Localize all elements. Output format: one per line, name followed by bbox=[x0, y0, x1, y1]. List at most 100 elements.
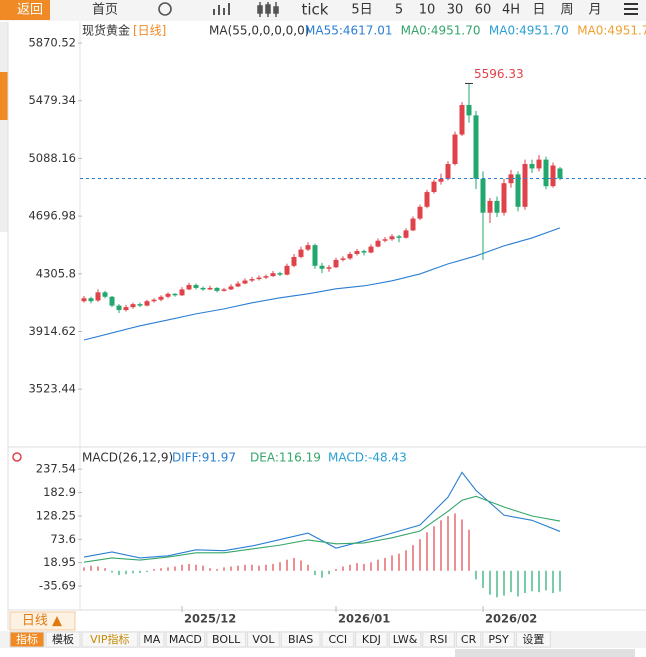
candle-body bbox=[256, 277, 262, 280]
period-tab[interactable]: 60 bbox=[475, 3, 492, 18]
candle-body bbox=[102, 292, 108, 297]
indicator-tab[interactable] bbox=[515, 631, 551, 648]
period-tab[interactable]: 5日 bbox=[351, 3, 372, 18]
period-label[interactable]: 日线 ▲ bbox=[22, 614, 62, 629]
indicator-tab[interactable] bbox=[455, 631, 482, 648]
indicator-tab-label[interactable]: 模板 bbox=[52, 632, 74, 646]
indicator-tab[interactable] bbox=[81, 631, 139, 648]
back-button[interactable] bbox=[0, 0, 50, 20]
candle-body bbox=[298, 249, 304, 257]
period-tab[interactable]: 10 bbox=[419, 3, 436, 18]
candle-body bbox=[396, 236, 402, 238]
period-tab[interactable]: 4H bbox=[502, 3, 520, 18]
candle-body bbox=[158, 296, 164, 300]
tick-label[interactable]: tick bbox=[302, 1, 329, 19]
indicator-tab[interactable] bbox=[9, 631, 45, 648]
period-tab[interactable]: 月 bbox=[588, 3, 601, 18]
indicator-tab[interactable] bbox=[321, 631, 355, 648]
candle-body bbox=[347, 254, 353, 259]
candle-body bbox=[312, 245, 318, 266]
indicator-tab[interactable] bbox=[280, 631, 321, 648]
y-tick-label: 4305.8 bbox=[36, 266, 76, 280]
candle-body bbox=[144, 301, 150, 306]
indicator-tab-label[interactable]: PSY bbox=[488, 633, 509, 646]
y-tick-label: 73.6 bbox=[50, 532, 76, 546]
indicator-tab[interactable] bbox=[482, 631, 515, 648]
chart-subtitle: [日线] bbox=[133, 24, 166, 38]
candle-icon[interactable] bbox=[257, 2, 279, 17]
candle-body bbox=[557, 168, 563, 179]
y-tick-label: 3914.62 bbox=[28, 324, 76, 338]
indicator-tab-label[interactable]: BOLL bbox=[212, 633, 241, 646]
candle-body bbox=[88, 298, 94, 302]
x-tick-label: 2026/02 bbox=[485, 612, 537, 626]
x-tick-label: 2026/01 bbox=[338, 612, 390, 626]
refresh-icon[interactable] bbox=[158, 2, 172, 16]
candle-body bbox=[263, 276, 269, 278]
indicator-tab-label[interactable]: KDJ bbox=[362, 633, 381, 646]
indicator-tab-label[interactable]: 设置 bbox=[522, 633, 544, 646]
indicator-tab[interactable] bbox=[139, 631, 165, 648]
period-tab[interactable]: 周 bbox=[560, 3, 573, 18]
candle-body bbox=[242, 280, 248, 284]
indicator-tab-label[interactable]: 指标 bbox=[16, 632, 38, 646]
home-label[interactable]: 首页 bbox=[92, 3, 118, 18]
scroll-bar[interactable] bbox=[455, 649, 635, 657]
candle-body bbox=[536, 159, 542, 169]
candle-body bbox=[165, 293, 171, 297]
candle-body bbox=[249, 279, 255, 281]
candle-body bbox=[214, 287, 220, 291]
indicator-tab[interactable] bbox=[165, 631, 206, 648]
candle-body bbox=[333, 259, 339, 268]
period-button[interactable] bbox=[9, 611, 76, 631]
indicator-tab[interactable] bbox=[45, 631, 81, 648]
period-tab[interactable]: 5 bbox=[395, 3, 403, 18]
indicator-tab[interactable] bbox=[206, 631, 247, 648]
indicator-tab-label[interactable]: VIP指标 bbox=[90, 632, 129, 646]
side-tabs[interactable] bbox=[0, 22, 8, 232]
candle-body bbox=[235, 283, 241, 287]
candle-body bbox=[361, 251, 367, 253]
indicator-tab-label[interactable]: RSI bbox=[430, 633, 448, 646]
candle-body bbox=[515, 174, 521, 207]
legend-entry: MACD:-48.43 bbox=[328, 451, 407, 465]
candle-body bbox=[95, 292, 101, 301]
candle-body bbox=[431, 181, 437, 193]
x-tick-label: 2025/12 bbox=[184, 612, 236, 626]
candle-body bbox=[186, 284, 192, 290]
indicator-tab-label[interactable]: VOL bbox=[252, 633, 275, 646]
settings-icon[interactable] bbox=[12, 452, 22, 462]
menu-icon[interactable] bbox=[624, 3, 638, 15]
indicator-tab-label[interactable]: CCI bbox=[328, 633, 347, 646]
indicator-line bbox=[83, 227, 561, 341]
candle-body bbox=[480, 178, 486, 213]
period-tab[interactable]: 日 bbox=[532, 3, 545, 18]
candle-body bbox=[305, 245, 311, 250]
indicator-tab[interactable] bbox=[422, 631, 455, 648]
indicator-tab-label[interactable]: MACD bbox=[169, 633, 202, 646]
side-tab-active[interactable] bbox=[0, 72, 8, 120]
indicator-tab-label[interactable]: MA bbox=[143, 633, 160, 646]
indicator-tab-label[interactable]: LW& bbox=[393, 633, 418, 646]
candle-body bbox=[529, 164, 535, 169]
indicator-tab[interactable] bbox=[247, 631, 280, 648]
indicator-tab[interactable] bbox=[355, 631, 388, 648]
indicator-tab[interactable] bbox=[388, 631, 422, 648]
candle-body bbox=[130, 304, 136, 308]
period-tab[interactable]: 30 bbox=[447, 3, 464, 18]
candle-body bbox=[368, 246, 374, 253]
chart-title: 现货黄金 bbox=[82, 23, 130, 38]
candle-body bbox=[424, 192, 430, 207]
candle-body bbox=[508, 174, 514, 184]
indicator-line bbox=[83, 495, 561, 563]
candle-body bbox=[494, 200, 500, 213]
bar-icon[interactable] bbox=[213, 3, 230, 15]
indicator-tab-label[interactable]: BIAS bbox=[288, 633, 313, 646]
indicator-tab-label[interactable]: CR bbox=[461, 633, 477, 646]
candle-body bbox=[473, 115, 479, 179]
back-label[interactable]: 返回 bbox=[17, 3, 43, 18]
candle-body bbox=[116, 305, 122, 311]
candle-body bbox=[172, 293, 178, 296]
candle-body bbox=[270, 273, 276, 277]
